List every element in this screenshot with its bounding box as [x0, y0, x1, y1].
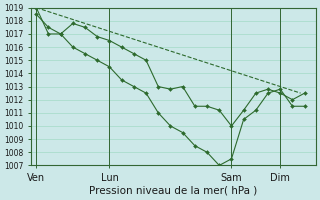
X-axis label: Pression niveau de la mer( hPa ): Pression niveau de la mer( hPa ): [89, 186, 258, 196]
